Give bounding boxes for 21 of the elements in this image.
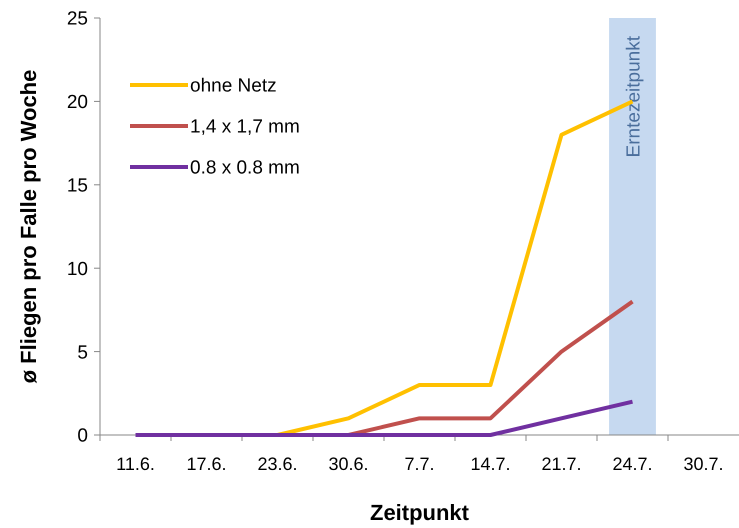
y-tick-label: 25 bbox=[66, 8, 88, 30]
x-tick-label: 30.6. bbox=[328, 454, 369, 474]
x-tick-label: 23.6. bbox=[257, 454, 298, 474]
legend-label: 0.8 x 0.8 mm bbox=[190, 158, 300, 179]
legend-label: ohne Netz bbox=[190, 76, 277, 97]
x-tick-label: 30.7. bbox=[683, 454, 724, 474]
y-tick-label: 10 bbox=[66, 258, 88, 280]
x-tick-label: 17.6. bbox=[186, 454, 227, 474]
x-axis-title: Zeitpunkt bbox=[370, 500, 470, 525]
y-tick-label: 0 bbox=[77, 426, 88, 447]
x-tick-label: 14.7. bbox=[470, 454, 511, 474]
y-axis-title: ø Fliegen pro Falle pro Woche bbox=[16, 70, 41, 384]
x-tick-label: 11.6. bbox=[116, 454, 155, 474]
legend-label: 1,4 x 1,7 mm bbox=[190, 116, 300, 138]
y-tick-label: 5 bbox=[77, 342, 88, 364]
y-tick-label: 20 bbox=[66, 92, 88, 114]
x-tick-label: 24.7. bbox=[612, 454, 653, 474]
y-tick-label: 15 bbox=[66, 175, 88, 196]
x-tick-label: 21.7. bbox=[541, 454, 582, 474]
band-label: Erntezeitpunkt bbox=[624, 35, 644, 158]
x-tick-label: 7.7. bbox=[404, 454, 435, 474]
